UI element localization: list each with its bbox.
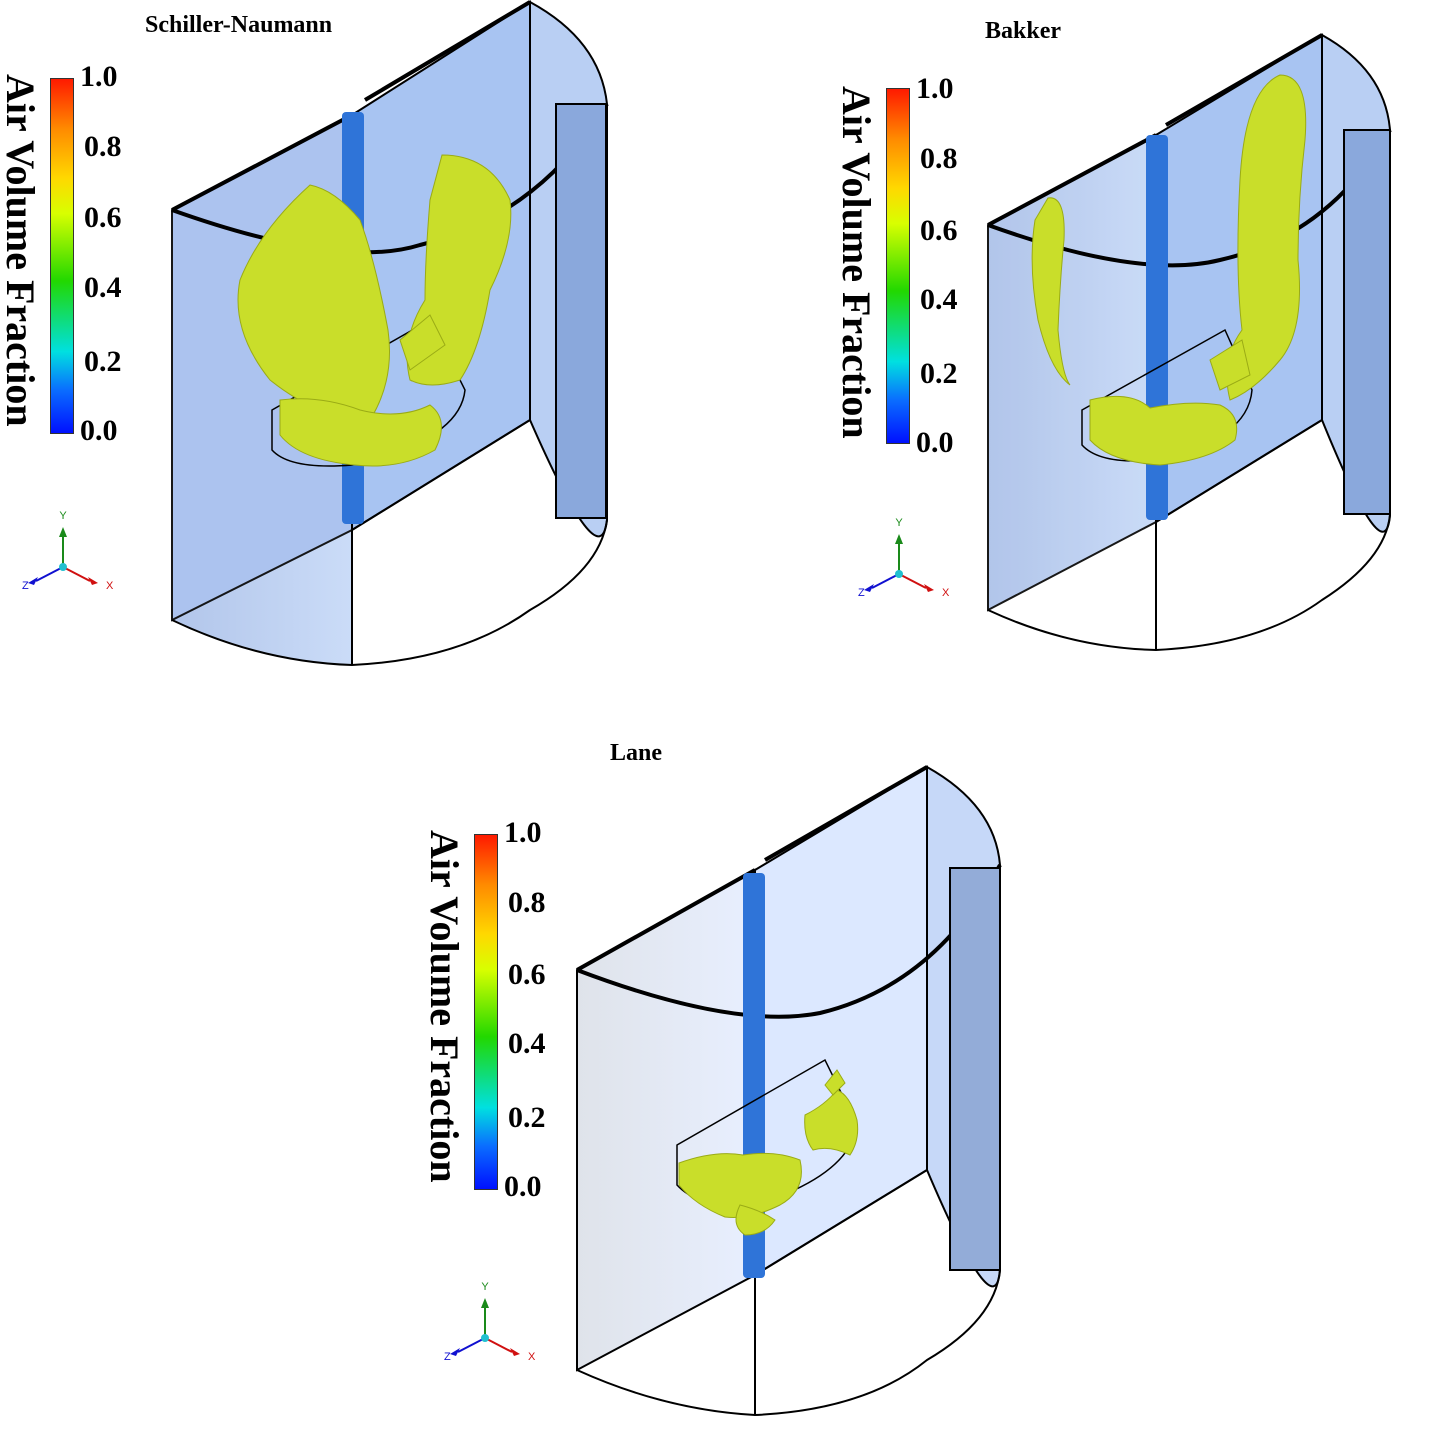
colorbar [886,88,910,444]
axis-z-label: Z [858,587,865,599]
axis-y-label: Y [59,510,67,522]
colorbar-tick: 0.8 [920,142,958,175]
panel-title: Schiller-Naumann [145,12,333,38]
panel-bakker: Bakker Air Volume Fraction 1.0 0.8 0.6 0… [720,0,1436,700]
colorbar-tick: 1.0 [916,72,954,105]
axis-y-label: Y [481,1281,489,1293]
colorbar-tick: 1.0 [504,816,542,849]
colorbar-label: Air Volume Fraction [422,830,467,1183]
colorbar-tick: 0.2 [84,345,122,378]
axis-y-label: Y [895,517,903,529]
axis-triad: Y X Z [444,1281,536,1363]
colorbar-label: Air Volume Fraction [0,74,43,427]
colorbar-tick: 0.4 [508,1027,546,1060]
panel-lane: Lane Air Volume Fraction 1.0 0.8 0.6 0.4… [400,730,1040,1450]
panel-title: Lane [610,740,663,766]
colorbar-tick: 0.0 [916,426,954,459]
colorbar-tick: 1.0 [80,60,118,93]
tank-diagram [171,0,609,667]
colorbar-tick: 0.6 [84,201,122,234]
colorbar-tick: 0.2 [508,1101,546,1134]
colorbar-tick: 0.8 [508,886,546,919]
colorbar [474,834,498,1190]
axis-z-label: Z [22,580,29,592]
colorbar-tick: 0.6 [508,958,546,991]
isosurface [237,154,512,467]
axis-triad: Y X Z [858,517,950,599]
panel-title: Bakker [985,18,1062,44]
colorbar-tick: 0.6 [920,214,958,247]
isosurface [1031,74,1307,466]
colorbar-tick: 0.0 [504,1170,542,1203]
colorbar [50,78,74,434]
tank-diagram [576,765,1002,1417]
panel-schiller-naumann: Schiller-Naumann Air Volume Fraction 1.0… [0,0,720,700]
colorbar-tick: 0.8 [84,130,122,163]
colorbar-label: Air Volume Fraction [834,86,879,439]
axis-triad: Y X Z [22,510,114,592]
colorbar-tick: 0.4 [84,271,122,304]
isosurface [678,1069,859,1236]
axis-x-label: X [528,1351,536,1363]
tank-diagram [987,33,1392,652]
colorbar-tick: 0.4 [920,283,958,316]
axis-z-label: Z [444,1351,451,1363]
colorbar-tick: 0.0 [80,414,118,447]
colorbar-tick: 0.2 [920,357,958,390]
axis-x-label: X [106,580,114,592]
axis-x-label: X [942,587,950,599]
